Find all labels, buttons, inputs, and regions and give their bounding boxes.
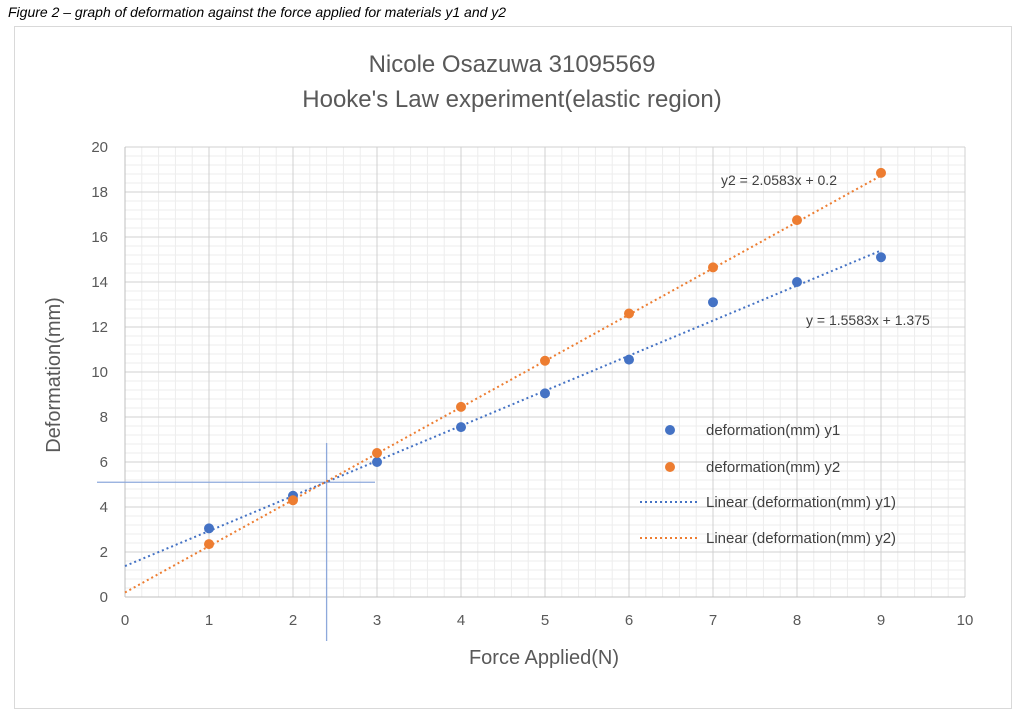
y-tick-label: 6 [100,454,108,471]
chart-area [14,26,1012,709]
y-axis-title: Deformation(mm) [43,297,65,453]
figure-caption: Figure 2 – graph of deformation against … [8,4,507,20]
data-point-series-2 [204,539,214,550]
legend-label-3: Linear (deformation(mm) y1) [706,494,896,511]
x-tick-label: 2 [289,612,297,629]
y-tick-label: 8 [100,409,108,426]
legend-label-4: Linear (deformation(mm) y2) [706,530,896,547]
x-tick-label: 0 [121,612,129,629]
legend-label-2: deformation(mm) y2 [706,459,840,476]
x-tick-label: 1 [205,612,213,629]
data-point-series-2 [876,167,886,178]
x-tick-label: 3 [373,612,381,629]
data-point-series-2 [792,215,802,226]
x-tick-label: 8 [793,612,801,629]
x-axis-title: Force Applied(N) [469,647,619,669]
y-tick-label: 20 [91,139,108,156]
x-tick-label: 5 [541,612,549,629]
y-tick-label: 18 [91,184,108,201]
legend-marker-1 [665,425,675,435]
y-tick-label: 14 [91,274,108,291]
data-point-series-1 [708,297,718,308]
chart-title-line-2: Hooke's Law experiment(elastic region) [302,86,721,113]
chart-title-line-1: Nicole Osazuwa 31095569 [369,51,656,78]
data-point-series-1 [456,422,466,433]
trendline-y1-equation: y = 1.5583x + 1.375 [806,312,930,328]
data-point-series-2 [540,355,550,366]
x-tick-label: 6 [625,612,633,629]
intersection-lines [97,443,375,641]
y-tick-label: 2 [100,544,108,561]
data-point-series-1 [540,388,550,399]
x-tick-label: 10 [957,612,974,629]
x-tick-label: 7 [709,612,717,629]
data-point-series-2 [624,308,634,319]
trendline-1 [124,249,882,567]
trendlines [124,174,882,594]
data-point-series-2 [372,448,382,458]
data-point-series-1 [204,523,214,534]
legend-marker-2 [665,462,675,472]
chart-text: Nicole Osazuwa 31095569 Hooke's Law expe… [43,51,930,669]
data-point-series-2 [456,401,466,412]
y-tick-label: 4 [100,499,108,516]
y-tick-label: 0 [100,589,108,606]
data-point-series-1 [372,457,382,467]
data-point-series-1 [624,354,634,365]
data-points [204,167,886,550]
legend-label-1: deformation(mm) y1 [706,422,840,439]
y-tick-label: 16 [91,229,108,246]
trendline-y2-equation: y2 = 2.0583x + 0.2 [721,172,837,188]
data-point-series-2 [288,495,298,506]
x-tick-label: 9 [877,612,885,629]
x-tick-label: 4 [457,612,465,629]
y-tick-label: 10 [91,364,108,381]
data-point-series-2 [708,262,718,273]
legend: deformation(mm) y1 deformation(mm) y2 Line… [640,422,896,547]
y-tick-label: 12 [91,319,108,336]
trendline-2 [124,174,882,594]
data-point-series-1 [792,277,802,287]
data-point-series-1 [876,252,886,263]
